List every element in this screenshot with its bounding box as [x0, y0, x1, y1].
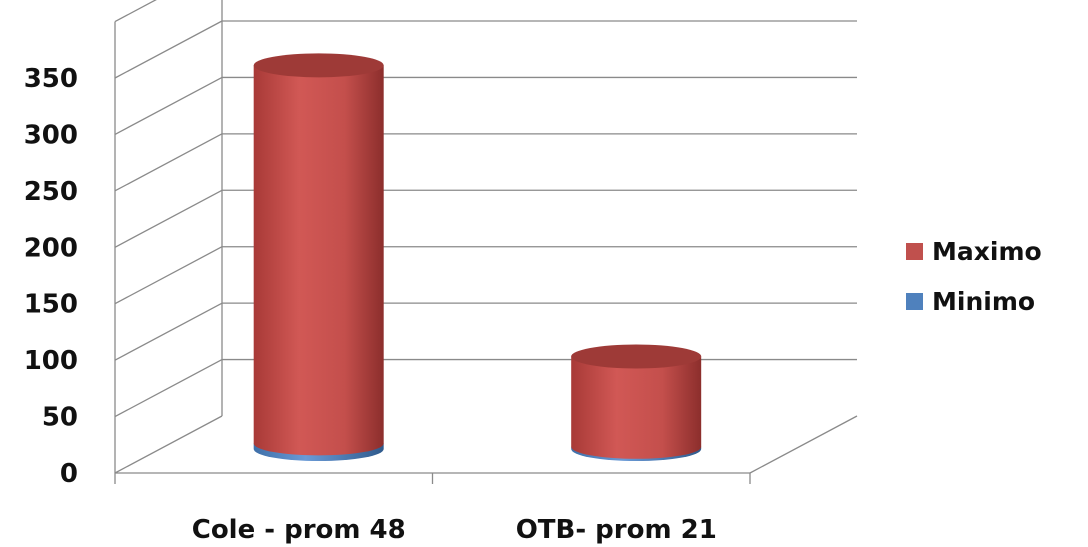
y-tick-label: 350 [24, 64, 78, 94]
bar-segment-maximo [571, 356, 702, 459]
chart-legend: Maximo Minimo [906, 237, 1042, 316]
x-category-label: Cole - prom 48 [192, 515, 406, 545]
chart-gridlines [114, 0, 857, 474]
gridline-side [114, 189, 223, 248]
bar-top-maximo [253, 53, 384, 78]
gridline-side [114, 358, 223, 418]
legend-swatch-minimo [906, 293, 923, 310]
y-tick-label: 300 [24, 120, 78, 150]
bar-group [571, 344, 702, 462]
gridline-side [114, 133, 223, 192]
legend-label-minimo: Minimo [932, 287, 1035, 316]
x-category-label: OTB- prom 21 [516, 515, 717, 545]
bar-segment-maximo [253, 65, 384, 456]
chart-axes [114, 0, 858, 484]
y-tick-label: 200 [24, 233, 78, 263]
y-axis-tick-labels: 0 50 100 150 200 250 300 350 [24, 64, 78, 489]
gridline-side-top [114, 0, 157, 23]
gridline-side [114, 76, 223, 136]
legend-swatch-maximo [906, 243, 923, 260]
floor-right-edge [749, 415, 858, 474]
bar-top-maximo [571, 344, 702, 369]
y-tick-label: 150 [24, 290, 78, 320]
gridline-side [114, 302, 223, 361]
gridline-side [114, 415, 223, 474]
x-axis-category-labels: Cole - prom 48 OTB- prom 21 [192, 515, 717, 545]
gridline-side [114, 246, 223, 305]
legend-label-maximo: Maximo [932, 237, 1042, 266]
bar-group [253, 53, 384, 462]
y-tick-label: 250 [24, 177, 78, 207]
y-tick-label: 0 [60, 459, 78, 489]
gridline-side [114, 20, 223, 79]
chart-bars [253, 53, 702, 462]
y-tick-label: 50 [42, 403, 78, 433]
y-tick-label: 100 [24, 346, 78, 376]
